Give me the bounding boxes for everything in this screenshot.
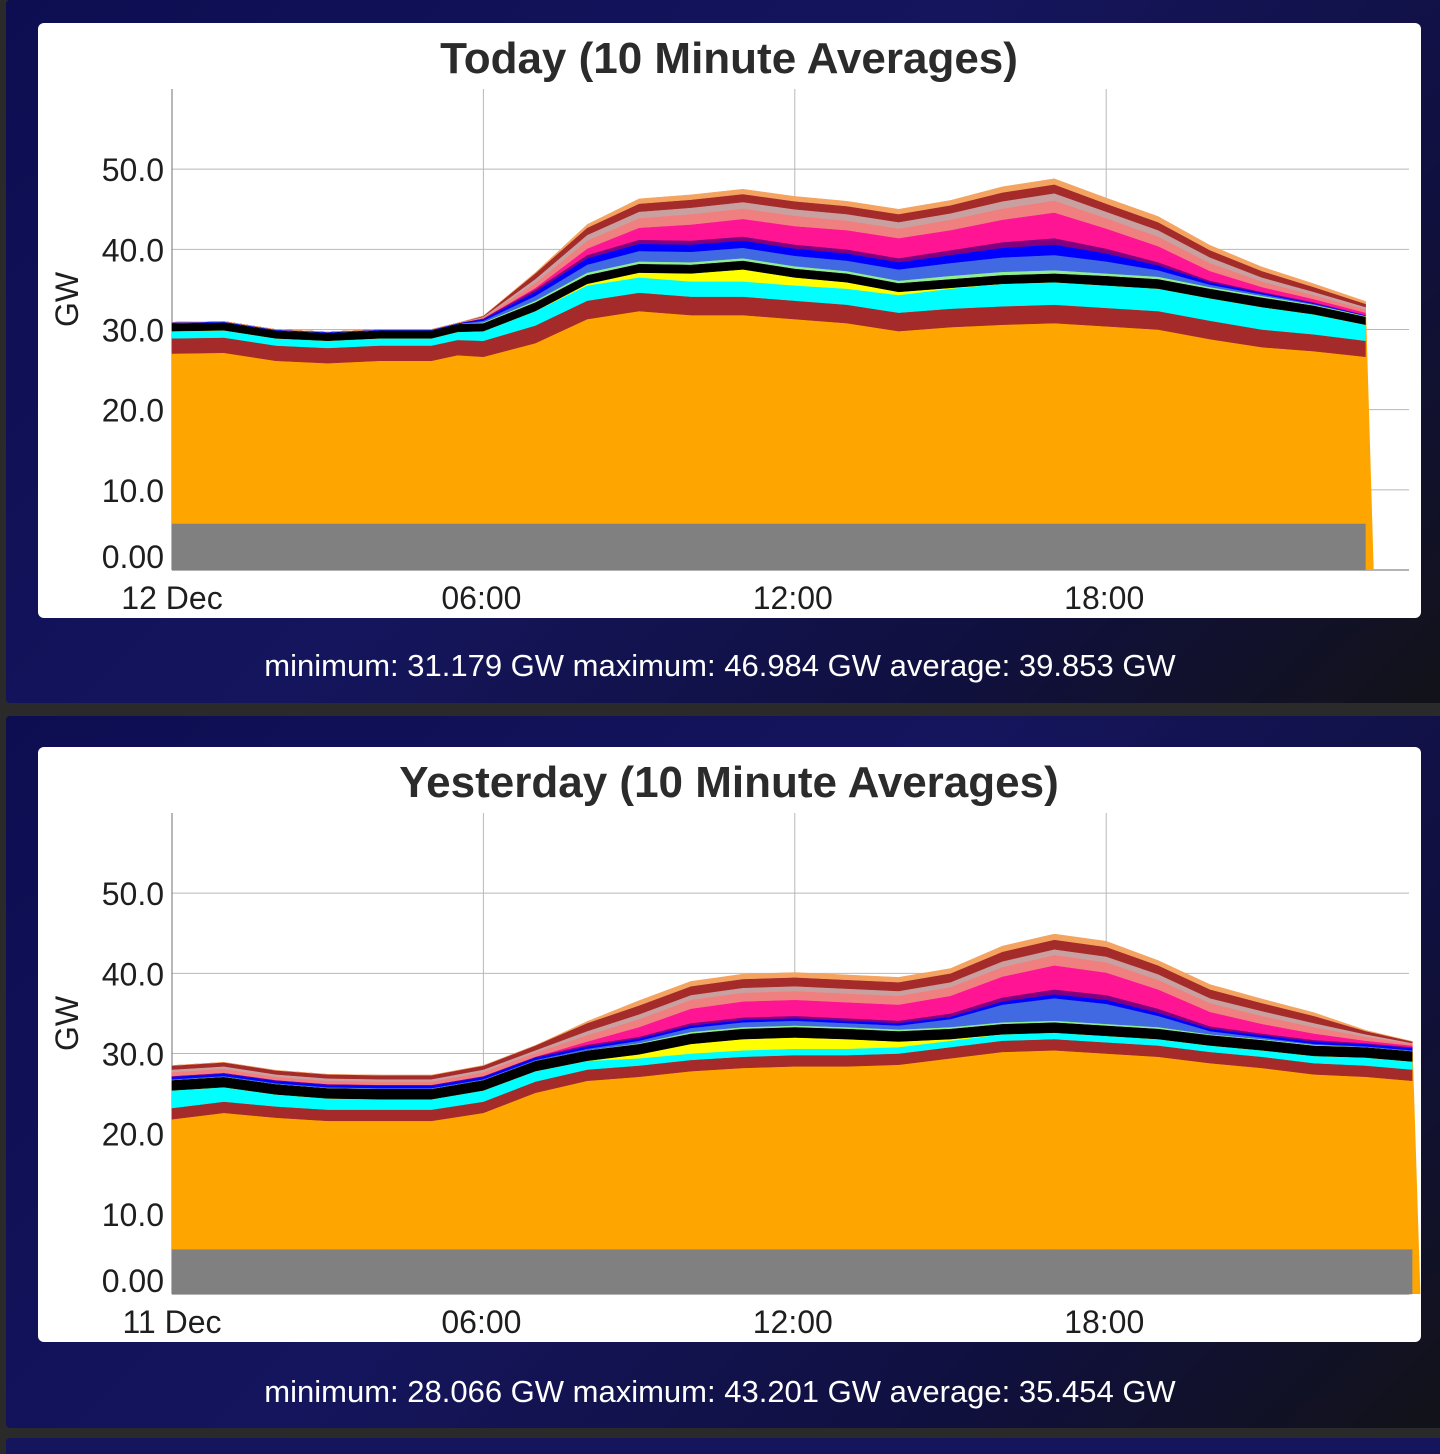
y-axis-label: GW bbox=[49, 995, 85, 1051]
area-end-drop bbox=[1365, 301, 1374, 570]
x-tick-label: 12:00 bbox=[753, 580, 833, 616]
area-series-0 bbox=[171, 1248, 1413, 1295]
x-tick-label: 18:00 bbox=[1064, 1304, 1144, 1340]
y-tick-label: 50.0 bbox=[102, 152, 164, 188]
y-tick-label: 10.0 bbox=[102, 1197, 164, 1233]
x-tick-label: 06:00 bbox=[441, 1304, 521, 1340]
y-tick-label: 20.0 bbox=[102, 393, 164, 429]
next-panel-edge bbox=[6, 1438, 1440, 1454]
y-tick-label: 40.0 bbox=[102, 232, 164, 268]
stats-summary-yesterday: minimum: 28.066 GW maximum: 43.201 GW av… bbox=[264, 1374, 1176, 1409]
area-chart-today: Today (10 Minute Averages) 0.00 10.0 20.0 30… bbox=[49, 34, 1409, 616]
chart-title: Yesterday (10 Minute Averages) bbox=[399, 758, 1058, 807]
x-tick-label: 12:00 bbox=[753, 1304, 833, 1340]
chart-panel-today: Today (10 Minute Averages) 0.00 10.0 20.0 30… bbox=[6, 0, 1440, 703]
y-tick-label: 0.00 bbox=[102, 1263, 164, 1299]
area-end-drop bbox=[1412, 1041, 1421, 1294]
y-tick-label: 0.00 bbox=[102, 539, 164, 575]
area-chart-yesterday: Yesterday (10 Minute Averages) 0.00 10.0 20… bbox=[49, 758, 1421, 1340]
area-series-14 bbox=[171, 933, 1413, 1076]
y-tick-label: 20.0 bbox=[102, 1117, 164, 1153]
x-tick-label: 06:00 bbox=[441, 580, 521, 616]
x-tick-label: 18:00 bbox=[1064, 580, 1144, 616]
x-tick-label: 11 Dec bbox=[122, 1304, 221, 1340]
chart-title: Today (10 Minute Averages) bbox=[440, 34, 1018, 83]
chart-panel-yesterday: Yesterday (10 Minute Averages) 0.00 10.0 20… bbox=[6, 716, 1440, 1428]
chart-card-today: Today (10 Minute Averages) 0.00 10.0 20.0 30… bbox=[38, 23, 1421, 618]
y-tick-label: 50.0 bbox=[102, 876, 164, 912]
chart-card-yesterday: Yesterday (10 Minute Averages) 0.00 10.0 20… bbox=[38, 747, 1421, 1342]
area-series-0 bbox=[171, 523, 1366, 571]
y-tick-label: 30.0 bbox=[102, 1037, 164, 1073]
y-tick-label: 30.0 bbox=[102, 313, 164, 349]
y-tick-label: 40.0 bbox=[102, 956, 164, 992]
y-tick-label: 10.0 bbox=[102, 473, 164, 509]
x-tick-label: 12 Dec bbox=[121, 580, 222, 616]
y-axis-label: GW bbox=[49, 271, 85, 327]
stats-summary-today: minimum: 31.179 GW maximum: 46.984 GW av… bbox=[264, 648, 1176, 683]
